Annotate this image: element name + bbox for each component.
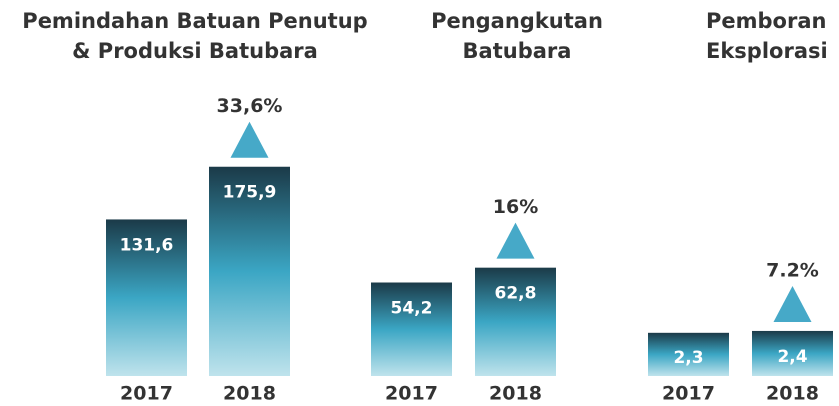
value-label: 131,6 [120, 235, 174, 255]
x-tick-label: 2017 [662, 383, 715, 405]
growth-label: 33,6% [217, 95, 283, 117]
growth-label: 16% [493, 196, 538, 218]
x-tick-label: 2018 [223, 383, 276, 405]
value-label: 2,3 [673, 348, 703, 368]
chart-title: Batubara [463, 39, 572, 63]
growth-label: 7.2% [766, 259, 819, 281]
chart-title: Pemboran [706, 9, 826, 33]
value-label: 54,2 [391, 299, 433, 319]
x-tick-label: 2018 [489, 383, 542, 405]
bar [648, 332, 729, 376]
growth-triangle [230, 121, 269, 158]
value-label: 175,9 [223, 183, 277, 203]
chart-title: & Produksi Batubara [72, 39, 318, 63]
chart-title: Pengangkutan [431, 9, 603, 33]
chart-title: Pemindahan Batuan Penutup [22, 9, 367, 33]
bar [475, 267, 556, 376]
x-tick-label: 2018 [766, 383, 819, 405]
bar [752, 330, 833, 376]
growth-triangle [496, 222, 535, 259]
chart-title: Eksplorasi [706, 39, 828, 63]
growth-triangle [773, 285, 812, 322]
value-label: 62,8 [495, 284, 537, 304]
bar [106, 219, 187, 376]
x-tick-label: 2017 [385, 383, 438, 405]
bar [209, 166, 290, 376]
x-tick-label: 2017 [120, 383, 173, 405]
value-label: 2,4 [777, 347, 807, 367]
bar [371, 282, 452, 376]
